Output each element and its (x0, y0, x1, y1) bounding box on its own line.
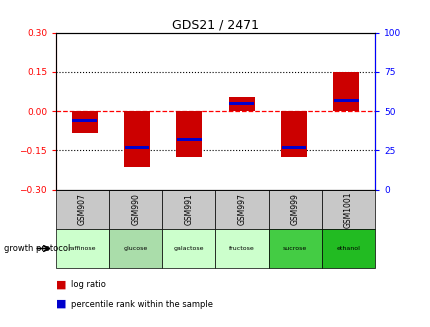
Bar (280, 111, 306, 157)
Text: GSM999: GSM999 (290, 193, 299, 225)
Text: galactose: galactose (173, 246, 204, 251)
Bar (229, 102, 253, 105)
Text: sucrose: sucrose (283, 246, 307, 251)
Bar (71, 111, 98, 133)
Title: GDS21 / 2471: GDS21 / 2471 (172, 19, 258, 31)
Text: GSM991: GSM991 (184, 193, 193, 225)
Text: ethanol: ethanol (336, 246, 359, 251)
Bar (177, 138, 201, 141)
Text: GSM907: GSM907 (78, 193, 87, 225)
Bar (124, 111, 150, 167)
Text: ■: ■ (56, 280, 66, 289)
Text: glucose: glucose (123, 246, 147, 251)
Bar (228, 97, 254, 111)
Text: GSM1001: GSM1001 (343, 191, 352, 228)
Text: percentile rank within the sample: percentile rank within the sample (71, 300, 212, 309)
Text: ■: ■ (56, 299, 66, 309)
Bar (176, 111, 202, 157)
Text: log ratio: log ratio (71, 280, 106, 289)
Bar (332, 72, 359, 111)
Text: GSM997: GSM997 (237, 193, 246, 225)
Bar (72, 119, 97, 122)
Bar (333, 99, 358, 101)
Bar (281, 146, 306, 148)
Text: fructose: fructose (229, 246, 255, 251)
Bar (124, 146, 149, 148)
Text: GSM990: GSM990 (131, 193, 140, 225)
Text: raffinose: raffinose (69, 246, 96, 251)
Text: growth protocol: growth protocol (4, 244, 71, 253)
